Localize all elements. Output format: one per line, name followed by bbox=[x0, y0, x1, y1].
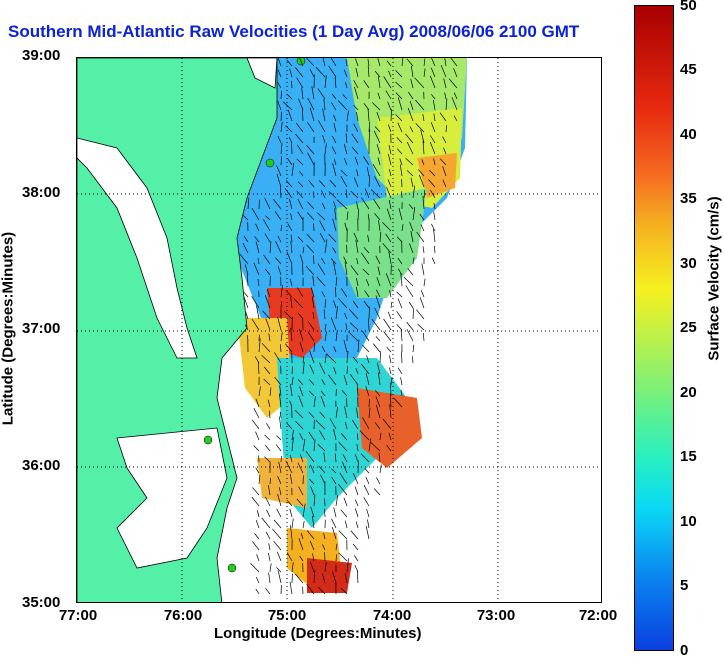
x-axis-label: Longitude (Degrees:Minutes) bbox=[214, 625, 422, 642]
x-tick-label: 72:00 bbox=[578, 607, 618, 624]
y-tick-label: 35:00 bbox=[22, 594, 61, 611]
colorbar-tick-label: 10 bbox=[680, 513, 697, 530]
station-marker bbox=[227, 563, 237, 573]
colorbar-tick-label: 5 bbox=[680, 577, 689, 594]
x-tick-label: 73:00 bbox=[476, 607, 516, 624]
grid bbox=[77, 58, 601, 602]
y-axis-label: Latitude (Degrees:Minutes) bbox=[0, 231, 17, 426]
colorbar-tick-label: 20 bbox=[680, 384, 697, 401]
colorbar-tick-label: 35 bbox=[680, 190, 697, 207]
colorbar-tick-label: 15 bbox=[680, 448, 697, 465]
colorbar bbox=[634, 5, 674, 651]
velocity-arrows bbox=[239, 58, 458, 595]
y-tick-label: 39:00 bbox=[22, 47, 61, 64]
station-marker bbox=[265, 158, 275, 168]
map-plot-area bbox=[76, 57, 602, 603]
colorbar-tick-label: 25 bbox=[680, 319, 697, 336]
colorbar-label: Surface Velocity (cm/s) bbox=[705, 196, 723, 361]
station-marker bbox=[203, 435, 213, 445]
chesapeake-bay bbox=[77, 137, 198, 359]
colorbar-tick-label: 30 bbox=[680, 255, 697, 272]
map-title: Southern Mid-Atlantic Raw Velocities (1 … bbox=[8, 22, 580, 41]
velocity-field bbox=[235, 58, 467, 593]
y-tick-label: 38:00 bbox=[22, 184, 61, 201]
colorbar-tick-label: 0 bbox=[680, 642, 689, 659]
x-tick-label: 76:00 bbox=[163, 607, 203, 624]
pamlico-sound bbox=[116, 427, 228, 569]
colorbar-tick-label: 50 bbox=[680, 0, 697, 14]
delaware-bay bbox=[246, 58, 278, 89]
colorbar-tick-label: 40 bbox=[680, 126, 697, 143]
x-tick-label: 77:00 bbox=[58, 607, 98, 624]
x-tick-label: 75:00 bbox=[267, 607, 307, 624]
x-tick-label: 74:00 bbox=[372, 607, 412, 624]
y-tick-label: 37:00 bbox=[22, 320, 61, 337]
velocity-map bbox=[77, 58, 601, 602]
colorbar-tick-label: 45 bbox=[680, 61, 697, 78]
y-tick-label: 36:00 bbox=[22, 457, 61, 474]
